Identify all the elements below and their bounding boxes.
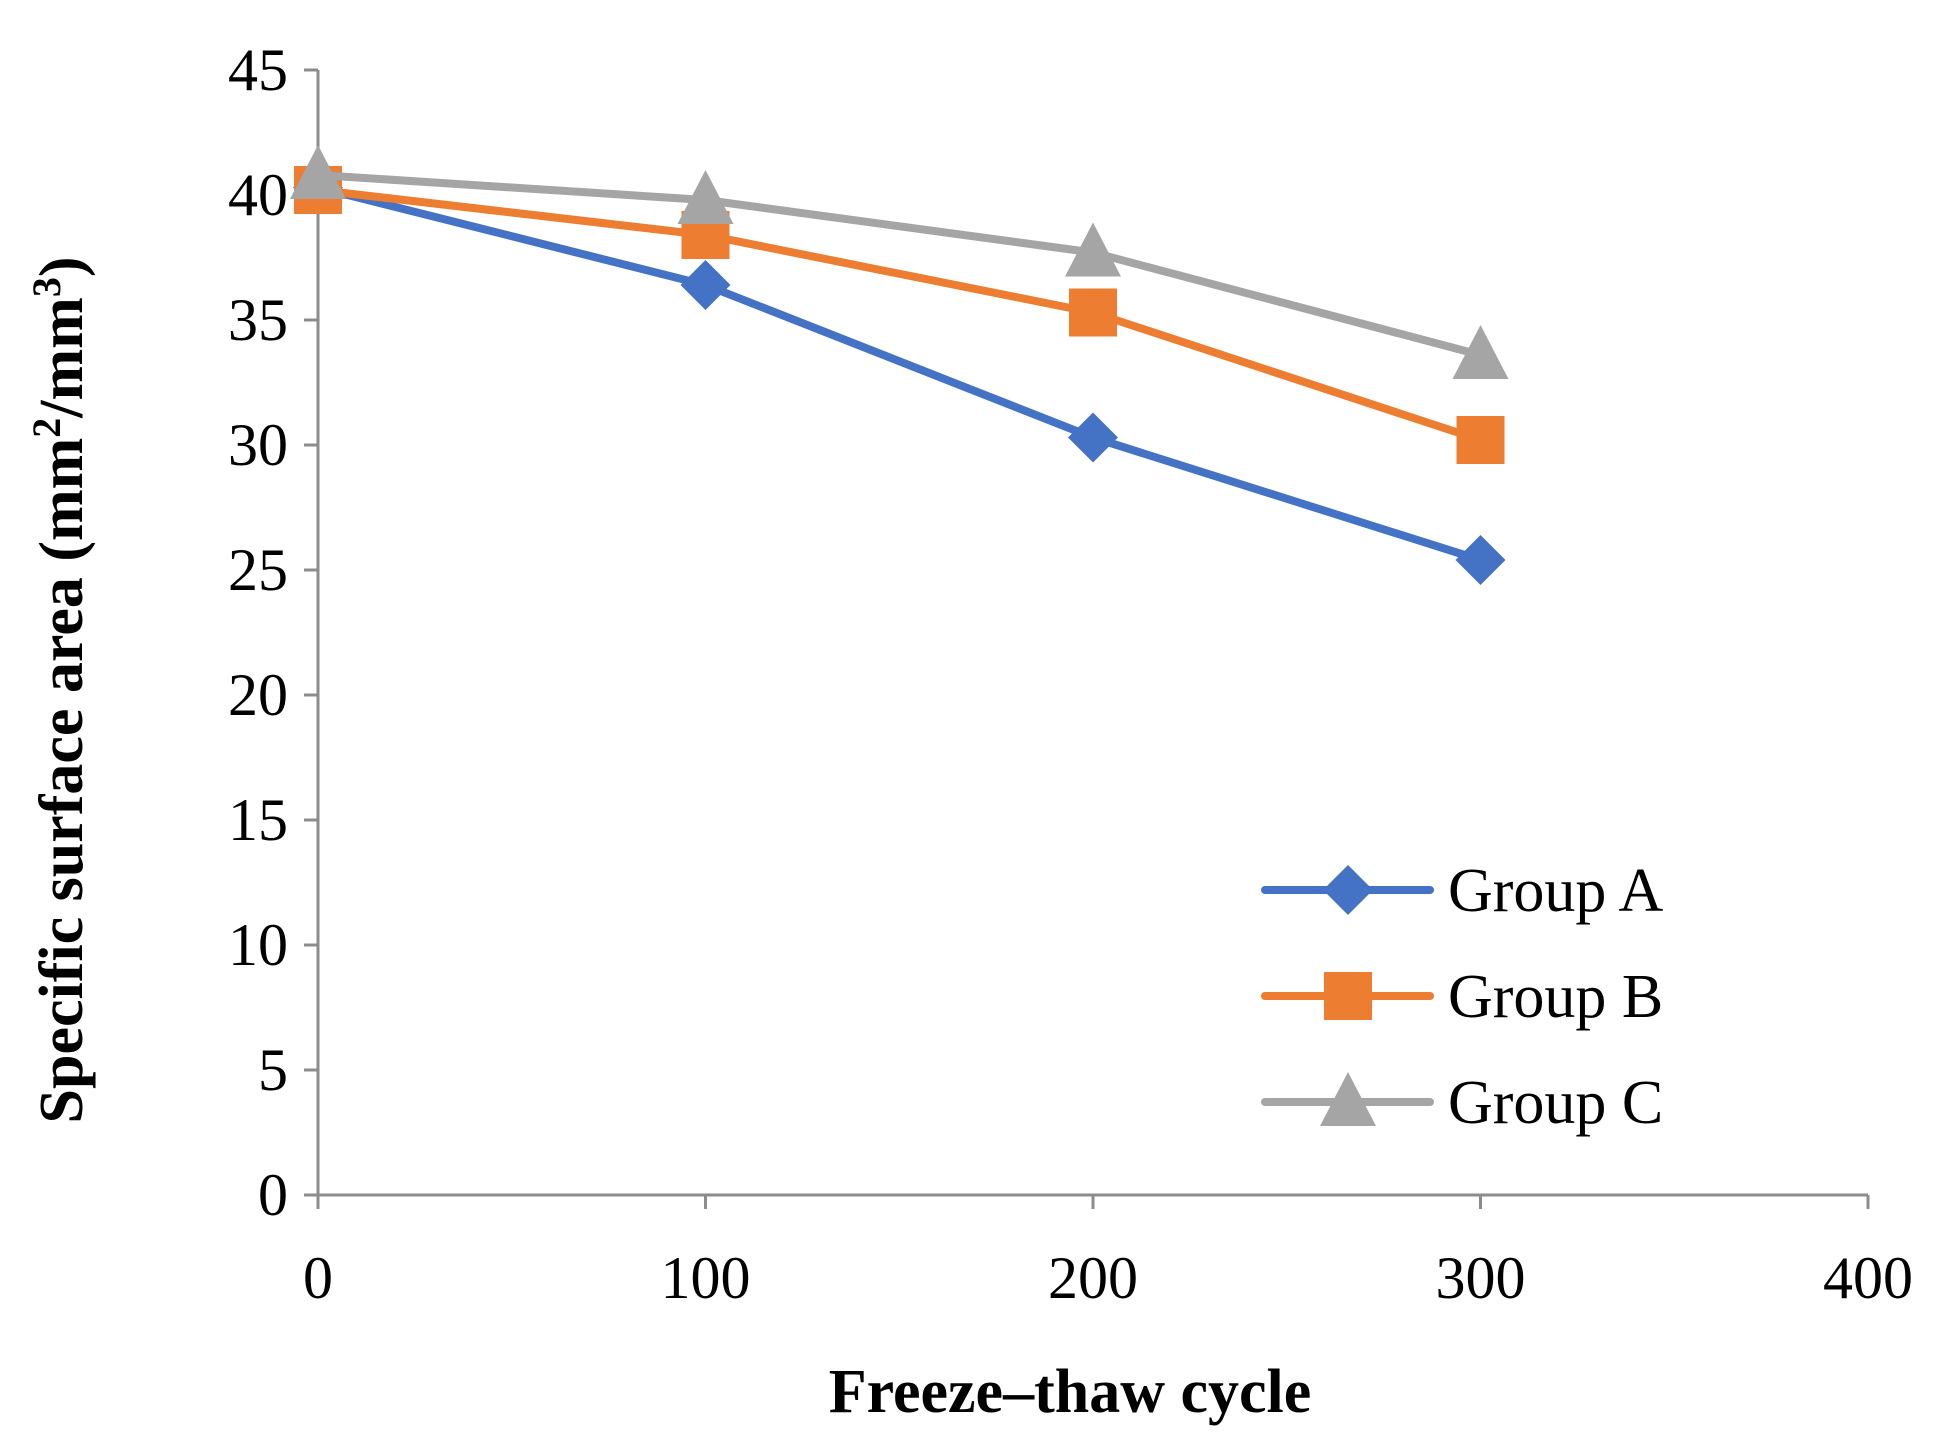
x-axis-title: Freeze–thaw cycle	[829, 1358, 1312, 1426]
y-tick-label: 40	[228, 162, 288, 228]
series-line-group-a	[314, 183, 1485, 564]
y-tick-label: 25	[228, 537, 288, 603]
legend-label-group-c: Group C	[1448, 1069, 1663, 1137]
series-group-c	[290, 145, 1509, 379]
y-tick-label: 15	[228, 787, 288, 853]
y-axis-title-main: Specific surface area (mm	[28, 438, 96, 1124]
legend-marker-group-a	[1323, 865, 1373, 915]
y-tick-label: 10	[228, 912, 288, 978]
y-tick-label: 0	[258, 1162, 288, 1228]
y-axis-title-sup-2: 3	[24, 277, 69, 297]
legend: Group A Group B Group C	[1261, 857, 1664, 1137]
legend-item-group-b: Group B	[1261, 963, 1663, 1031]
legend-label-group-b: Group B	[1448, 963, 1663, 1031]
legend-marker-group-c	[1320, 1072, 1376, 1126]
x-tick-label: 400	[1823, 1245, 1913, 1311]
data-point-group-c	[677, 170, 734, 224]
data-point-group-c	[1452, 325, 1509, 379]
y-axis-title-end: )	[28, 257, 96, 278]
x-tick-label: 200	[1048, 1245, 1138, 1311]
y-tick-label: 5	[258, 1037, 288, 1103]
x-tick-label: 100	[661, 1245, 751, 1311]
series-layer	[290, 145, 1509, 585]
y-tick-label: 45	[228, 37, 288, 103]
x-tick-label: 0	[303, 1245, 333, 1311]
data-point-group-a	[1068, 412, 1118, 463]
legend-item-group-a: Group A	[1261, 857, 1664, 925]
legend-marker-group-b	[1324, 972, 1372, 1020]
data-point-group-a	[680, 260, 731, 310]
y-tick-label: 30	[228, 412, 288, 478]
series-line-group-c	[314, 171, 1485, 359]
axes: 0 5 10 15 20 25 30 35 40 45 0 100 200 300 400	[228, 37, 1913, 1311]
data-point-group-a	[1455, 535, 1506, 585]
y-axis-title-sup-1: 2	[24, 418, 69, 438]
y-tick-label: 35	[228, 287, 288, 353]
data-point-group-b	[1069, 288, 1117, 337]
data-point-group-c	[290, 145, 346, 199]
y-axis-title-mid: /mm	[28, 297, 96, 419]
legend-label-group-a: Group A	[1448, 857, 1664, 925]
data-point-group-b	[1456, 416, 1505, 464]
legend-item-group-c: Group C	[1261, 1069, 1663, 1137]
y-axis-title: Specific surface area (mm2/mm3)	[24, 257, 96, 1124]
data-point-group-c	[1065, 222, 1121, 277]
x-tick-label: 300	[1436, 1245, 1526, 1311]
series-line-group-b	[314, 186, 1485, 444]
y-tick-label: 20	[228, 662, 288, 728]
